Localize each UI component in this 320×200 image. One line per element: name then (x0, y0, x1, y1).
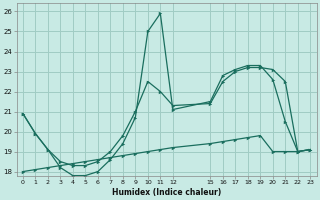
X-axis label: Humidex (Indice chaleur): Humidex (Indice chaleur) (112, 188, 221, 197)
